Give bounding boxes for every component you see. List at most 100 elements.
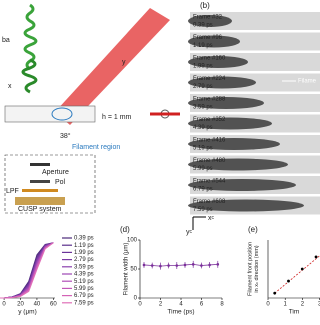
- aperture: [30, 163, 50, 166]
- panel-label: (d): [120, 225, 130, 234]
- y-axis-label: Filament front position: [247, 242, 253, 296]
- frame-time: 5.99 ps: [193, 166, 213, 172]
- streak: [188, 35, 240, 48]
- arrow-label: Filame: [298, 79, 317, 85]
- x-tick-label: 8: [220, 302, 224, 308]
- x-axis-label: y (μm): [18, 309, 37, 316]
- curve: [143, 263, 218, 267]
- point: [287, 279, 290, 283]
- streak: [188, 97, 264, 109]
- x-axis-label: Tim: [289, 309, 300, 316]
- label-part: c: [254, 282, 259, 284]
- x-tick-label: 20: [17, 302, 24, 308]
- y-axis-label: in xc direction (mm): [254, 245, 260, 292]
- streak: [188, 117, 272, 130]
- probe-pulse: [21, 58, 38, 94]
- frame-time: 1.99 ps: [193, 64, 213, 70]
- x-tick-label: 2: [301, 302, 305, 308]
- legend-label: 1.99 ps: [74, 250, 94, 256]
- frame-label: Frame #352: [193, 117, 226, 123]
- point: [200, 264, 203, 267]
- filament: [51, 107, 73, 121]
- glass-slab: [4, 105, 96, 123]
- axis-label: yc: [186, 229, 193, 236]
- point: [314, 255, 318, 259]
- point: [167, 264, 170, 267]
- axis-label: y: [122, 59, 126, 66]
- legend-label: 7.59 ps: [74, 300, 94, 306]
- system-box: [4, 154, 96, 214]
- component-label: CUSP system: [18, 206, 62, 213]
- streak: [188, 179, 296, 191]
- x-tick-label: 4: [179, 302, 183, 308]
- frame-label: Frame #288: [193, 97, 226, 103]
- camera: [15, 197, 65, 205]
- polarizer: [30, 180, 50, 183]
- x-tick-label: 0: [2, 302, 6, 308]
- frame-label: Frame #96: [193, 35, 223, 41]
- frame-time: 5.19 ps: [193, 146, 213, 152]
- point: [142, 263, 146, 267]
- panel-label: (e): [248, 225, 258, 234]
- frame-label: Frame #544: [193, 179, 226, 185]
- frame-label: Frame #480: [193, 158, 226, 164]
- streak: [188, 158, 288, 171]
- point: [150, 264, 154, 267]
- cut-label: ba: [2, 37, 10, 44]
- x-tick-label: 40: [34, 302, 41, 308]
- x-tick-label: 0: [138, 302, 142, 308]
- legend-label: 5.19 ps: [74, 279, 94, 285]
- x-tick-label: 6: [200, 302, 204, 308]
- frame-label: Frame #416: [193, 138, 226, 144]
- legend-label: 4.39 ps: [74, 272, 94, 278]
- frame-time: 0.39 ps: [193, 23, 213, 29]
- legend-label: 0.39 ps: [74, 236, 94, 242]
- point: [159, 264, 162, 268]
- axis-text: c: [190, 229, 193, 235]
- y-tick-label: 50: [130, 267, 137, 273]
- frame-time: 2.79 ps: [193, 84, 213, 90]
- frame-label: Frame #32: [193, 15, 223, 21]
- legend-label: 6.79 ps: [74, 293, 94, 299]
- frame-label: Frame #224: [193, 76, 226, 82]
- axis-text: c: [212, 215, 215, 221]
- y-tick-label: 0: [134, 296, 138, 302]
- axis-label: x: [8, 83, 12, 90]
- curve: [0, 242, 54, 299]
- y-tick-label: 100: [127, 238, 138, 244]
- frame-time: 3.59 ps: [193, 105, 213, 111]
- probe-pulse: [23, 3, 38, 71]
- dimension: h = 1 mm: [102, 114, 132, 121]
- legend-label: 5.99 ps: [74, 286, 94, 292]
- x-tick-label: 2: [159, 302, 163, 308]
- frame-time: 6.79 ps: [193, 187, 213, 193]
- point: [208, 263, 211, 267]
- x-tick-label: 60: [50, 302, 57, 308]
- component-label: LPF: [6, 188, 19, 195]
- panel-label: (b): [200, 1, 210, 10]
- annotation: Filament region: [72, 144, 120, 151]
- frame-time: 4.39 ps: [193, 125, 213, 131]
- x-tick-label: 0: [266, 302, 270, 308]
- component-label: Aperture: [42, 169, 69, 176]
- point: [191, 263, 195, 266]
- x-tick-label: 3: [318, 302, 320, 308]
- axis-text: y: [186, 229, 190, 236]
- streak: [188, 56, 248, 68]
- label-part: in x: [254, 284, 260, 293]
- point: [216, 263, 220, 266]
- point: [175, 264, 179, 267]
- frame-label: Frame #608: [193, 199, 226, 205]
- filter: [22, 189, 58, 192]
- streak: [188, 199, 304, 212]
- point: [300, 267, 304, 271]
- streak: [188, 138, 280, 150]
- fit-line: [274, 254, 320, 294]
- legend-label: 2.79 ps: [74, 257, 94, 263]
- curve: [0, 242, 54, 299]
- frame-time: 1.19 ps: [193, 43, 213, 49]
- label-part: direction (mm): [254, 245, 260, 282]
- x-axis-label: Time (ps): [167, 309, 194, 316]
- point: [273, 291, 277, 295]
